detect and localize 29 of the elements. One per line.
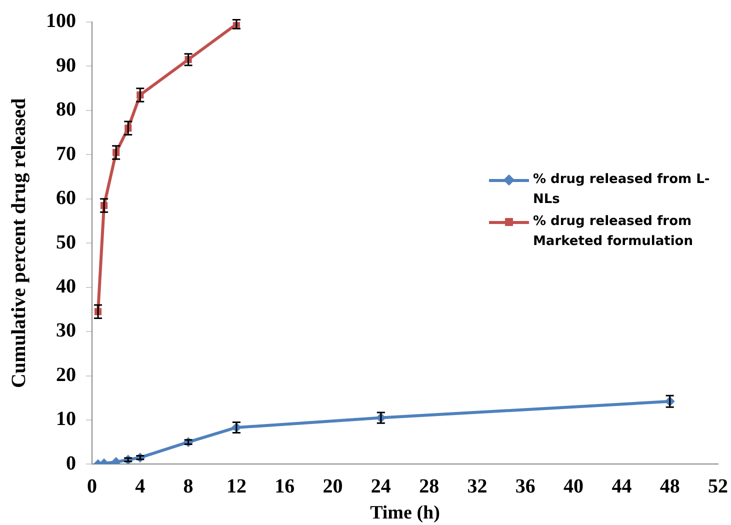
y-tick-label: 80 [56,98,76,121]
y-tick-label: 100 [46,10,76,32]
y-tick-label: 40 [56,275,76,298]
x-tick-label: 36 [515,475,536,498]
x-tick-label: 8 [183,475,194,498]
legend-label: % drug released from L-NLs [533,171,711,209]
x-axis-title: Time (h) [370,502,440,524]
y-tick-label: 30 [56,320,76,342]
x-tick-label: 16 [274,475,295,498]
y-tick-label: 0 [66,452,76,474]
x-tick-label: 24 [370,475,391,498]
x-tick-label: 28 [419,475,440,498]
y-tick-label: 20 [56,364,76,386]
x-tick-label: 4 [135,475,146,498]
x-tick-label: 12 [226,475,246,498]
x-tick-label: 20 [322,475,343,498]
x-tick-label: 44 [612,475,632,498]
y-axis-title: Cumulative percent drug released [8,98,30,388]
x-tick-label: 32 [467,475,488,498]
legend-label: % drug released from Marketed formulation [533,213,694,251]
y-tick-label: 90 [56,54,76,76]
x-tick-label: 52 [708,475,728,498]
x-tick-label: 40 [564,475,584,498]
y-tick-label: 10 [56,408,76,430]
x-tick-label: 48 [660,475,680,498]
y-tick-label: 50 [56,231,76,254]
x-tick-label: 0 [87,475,97,498]
y-tick-label: 60 [56,187,76,210]
y-tick-label: 70 [56,142,76,165]
